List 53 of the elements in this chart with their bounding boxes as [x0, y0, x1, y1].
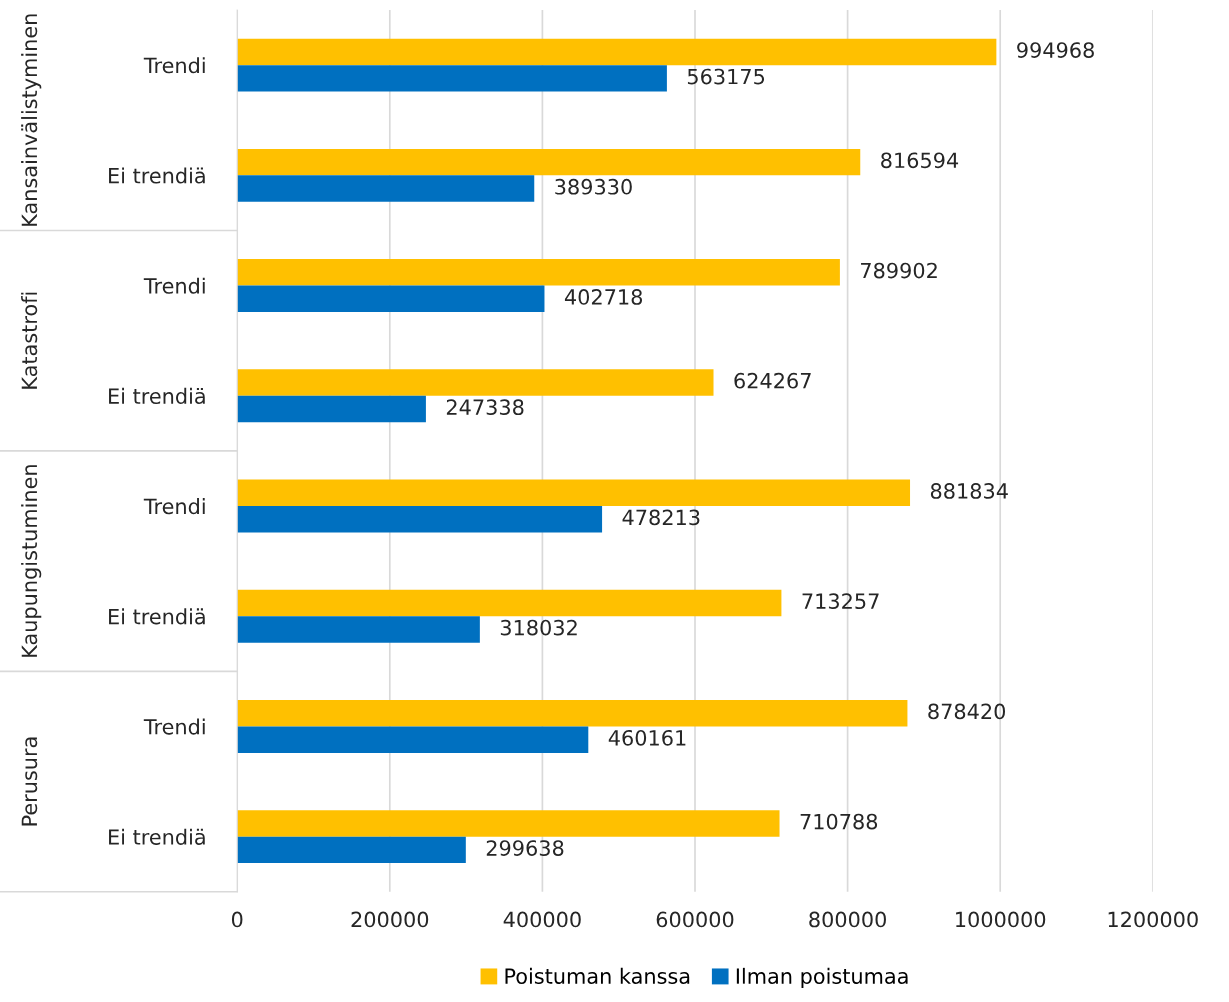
bar — [237, 175, 535, 202]
bar — [237, 726, 589, 753]
x-tick-label: 800000 — [809, 911, 886, 928]
data-label: 624267 — [734, 372, 811, 389]
legend-label: Poistuman kanssa — [505, 967, 690, 984]
bar — [237, 395, 426, 423]
x-tick-label: 1000000 — [956, 911, 1046, 928]
y-tick-label: Trendi — [143, 718, 205, 735]
bar — [237, 616, 480, 643]
data-label: 816594 — [881, 152, 959, 169]
data-label: 994968 — [1017, 42, 1094, 58]
bar — [237, 700, 908, 727]
x-tick-label: 600000 — [656, 911, 734, 928]
data-label: 299638 — [486, 840, 564, 856]
data-label: 563175 — [687, 68, 765, 85]
data-label: 881834 — [930, 483, 1008, 499]
data-label: 878420 — [928, 703, 1006, 720]
bar — [237, 479, 911, 507]
x-tick-label: 200000 — [351, 911, 429, 928]
data-label: 318032 — [500, 619, 577, 636]
y-tick-label: Ei trendiä — [109, 387, 205, 404]
y-tick-label: Trendi — [143, 277, 205, 294]
text: Kaupungistuminen — [21, 465, 42, 657]
bar — [237, 589, 782, 617]
y-tick-label: Trendi — [143, 57, 205, 74]
data-label: 247338 — [446, 399, 524, 416]
data-label: 460161 — [608, 729, 686, 746]
y-tick-label: Ei trendiä — [109, 608, 205, 625]
y-tick-label: Ei trendiä — [109, 828, 205, 845]
data-label: 713257 — [802, 593, 879, 610]
bar — [237, 836, 466, 864]
data-label: 789902 — [861, 262, 937, 279]
bar — [237, 810, 780, 837]
bar — [237, 259, 840, 286]
bar — [237, 285, 545, 313]
bar — [237, 148, 861, 176]
text: Perusura — [21, 737, 38, 826]
legend-label: Ilman poistumaa — [736, 967, 908, 989]
x-tick-label: 1200000 — [1108, 911, 1198, 928]
y-tick-label: Ei trendiä — [109, 167, 205, 184]
text: Katastrofi — [21, 292, 38, 389]
x-tick-label: 0 — [231, 911, 243, 928]
bar — [237, 369, 714, 396]
data-label: 402718 — [564, 289, 643, 305]
data-label: 710788 — [800, 813, 878, 830]
data-label: 389330 — [555, 178, 632, 195]
x-tick-label: 400000 — [503, 911, 581, 928]
text: Kansainvälistyminen — [21, 14, 42, 226]
data-label: 478213 — [622, 509, 700, 526]
y-tick-label: Trendi — [143, 498, 205, 515]
bar — [237, 38, 997, 66]
bar — [237, 506, 603, 533]
bar — [237, 65, 667, 92]
